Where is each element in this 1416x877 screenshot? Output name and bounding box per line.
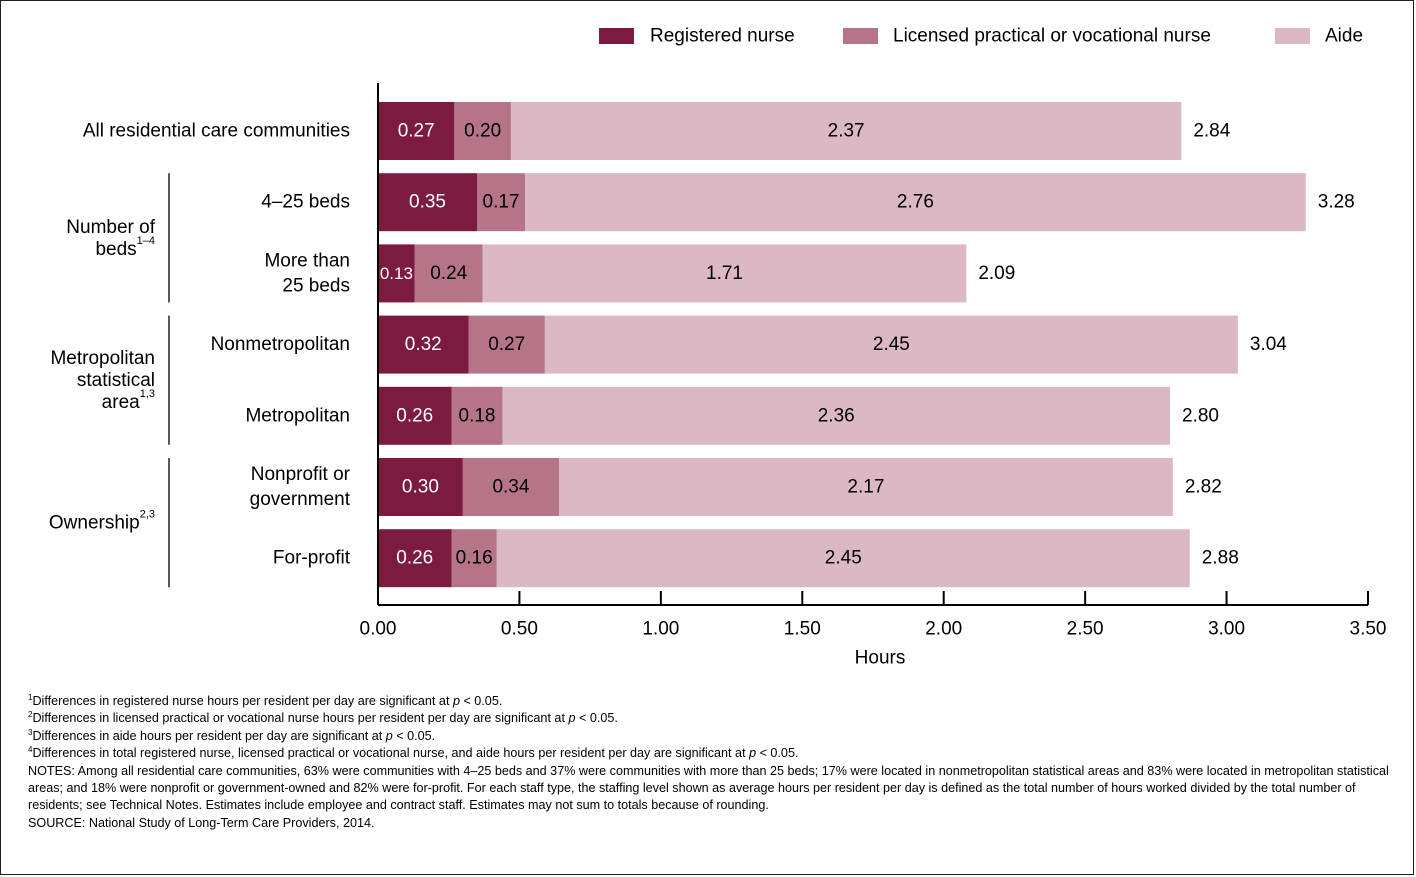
source-text: SOURCE: National Study of Long-Term Care… <box>28 815 375 830</box>
bar-segment <box>525 173 1306 232</box>
data-label: 2.45 <box>873 334 910 355</box>
legend: Registered nurse Licensed practical or vo… <box>599 26 1363 47</box>
footnote-4: 4Differences in total registered nurse, … <box>28 745 799 761</box>
x-axis-title: Hours <box>855 648 906 669</box>
bar-segment <box>477 173 526 232</box>
legend-swatch-3 <box>1275 28 1310 44</box>
category-label: 4–25 beds <box>261 192 350 213</box>
legend-label-2: Licensed practical or vocational nurse <box>893 26 1211 47</box>
bar-segment <box>451 386 503 445</box>
bar-segment <box>378 315 469 374</box>
bar-segment <box>544 315 1238 374</box>
category-label: Nonmetropolitan <box>211 334 350 355</box>
data-label: 0.17 <box>483 192 520 213</box>
bar-segment <box>502 386 1170 445</box>
x-tick-label: 0.50 <box>501 619 538 640</box>
data-label: 0.18 <box>459 405 496 426</box>
category-label: Nonprofit or <box>251 464 351 485</box>
category-label: Metropolitan <box>245 405 350 426</box>
bar-segment <box>378 173 477 232</box>
total-label: 2.88 <box>1202 548 1239 569</box>
bar-segment <box>482 244 967 303</box>
x-tick-label: 1.50 <box>784 619 821 640</box>
total-label: 3.04 <box>1250 334 1287 355</box>
data-label: 0.26 <box>396 548 433 569</box>
data-label: 0.13 <box>380 264 413 283</box>
bar-segment <box>414 244 483 303</box>
total-label: 2.84 <box>1193 121 1230 142</box>
group-label: Metropolitan <box>50 348 155 369</box>
bar-segment <box>378 458 463 516</box>
data-label: 2.45 <box>825 548 862 569</box>
x-tick-label: 2.50 <box>1067 619 1104 640</box>
total-label: 2.80 <box>1182 405 1219 426</box>
data-label: 0.16 <box>456 548 493 569</box>
data-label: 2.76 <box>897 192 934 213</box>
notes-text: NOTES: Among all residential care commun… <box>28 763 1389 813</box>
bar-segment <box>378 244 415 303</box>
data-label: 0.27 <box>488 334 525 355</box>
bar-segment <box>496 529 1190 588</box>
data-label: 0.30 <box>402 477 439 498</box>
x-tick-label: 3.00 <box>1208 619 1245 640</box>
footnote-3: 3Differences in aide hours per resident … <box>28 727 436 743</box>
legend-label-1: Registered nurse <box>650 26 795 47</box>
data-label: 1.71 <box>706 263 743 284</box>
total-label: 2.82 <box>1185 477 1222 498</box>
data-label: 0.34 <box>492 477 529 498</box>
bar-segment <box>451 529 497 588</box>
category-label: All residential care communities <box>83 121 350 142</box>
group-label: beds1–4 <box>95 235 155 259</box>
data-label: 0.35 <box>409 192 446 213</box>
bar-segment <box>454 102 511 160</box>
bar-segment <box>378 529 452 588</box>
bar-segment <box>378 386 452 445</box>
figure-notes: 1Differences in registered nurse hours p… <box>28 693 1398 832</box>
data-label: 0.26 <box>396 405 433 426</box>
data-label: 0.24 <box>430 263 467 284</box>
x-tick-label: 1.00 <box>642 619 679 640</box>
x-tick-label: 3.50 <box>1350 619 1387 640</box>
total-label: 2.09 <box>978 263 1015 284</box>
category-label: 25 beds <box>282 275 350 296</box>
bar-segment <box>510 102 1182 160</box>
category-label: For-profit <box>273 548 351 569</box>
bar-segment <box>468 315 545 374</box>
category-label: government <box>250 489 351 510</box>
category-label: More than <box>264 250 350 271</box>
footnote-2: 2Differences in licensed practical or vo… <box>28 710 618 726</box>
bar-segment <box>378 102 455 160</box>
data-label: 0.27 <box>398 121 435 142</box>
bar-segment <box>559 458 1173 516</box>
stacked-bar-chart: Registered nurse Licensed practical or vo… <box>49 26 1387 669</box>
bar-segment <box>462 458 560 516</box>
legend-swatch-1 <box>599 28 634 44</box>
group-label: area1,3 <box>102 388 155 413</box>
data-label: 2.36 <box>818 405 855 426</box>
x-tick-label: 2.00 <box>925 619 962 640</box>
x-tick-label: 0.00 <box>360 619 397 640</box>
chart-rows: 0.27 0.20 2.37 2.84 All residential care com… <box>49 102 1355 588</box>
data-label: 2.17 <box>847 477 884 498</box>
legend-swatch-2 <box>843 28 878 44</box>
x-axis: 0.00 0.50 1.00 1.50 2.00 2.50 3.00 3.50 Hours <box>360 83 1387 669</box>
data-label: 0.20 <box>464 121 501 142</box>
footnote-1: 1Differences in registered nurse hours p… <box>28 693 503 709</box>
total-label: 3.28 <box>1318 192 1355 213</box>
group-label: Number of <box>66 216 155 237</box>
legend-label-3: Aide <box>1325 26 1363 47</box>
data-label: 2.37 <box>828 121 865 142</box>
group-label: Ownership2,3 <box>49 509 155 534</box>
group-label: statistical <box>77 370 155 391</box>
data-label: 0.32 <box>405 334 442 355</box>
